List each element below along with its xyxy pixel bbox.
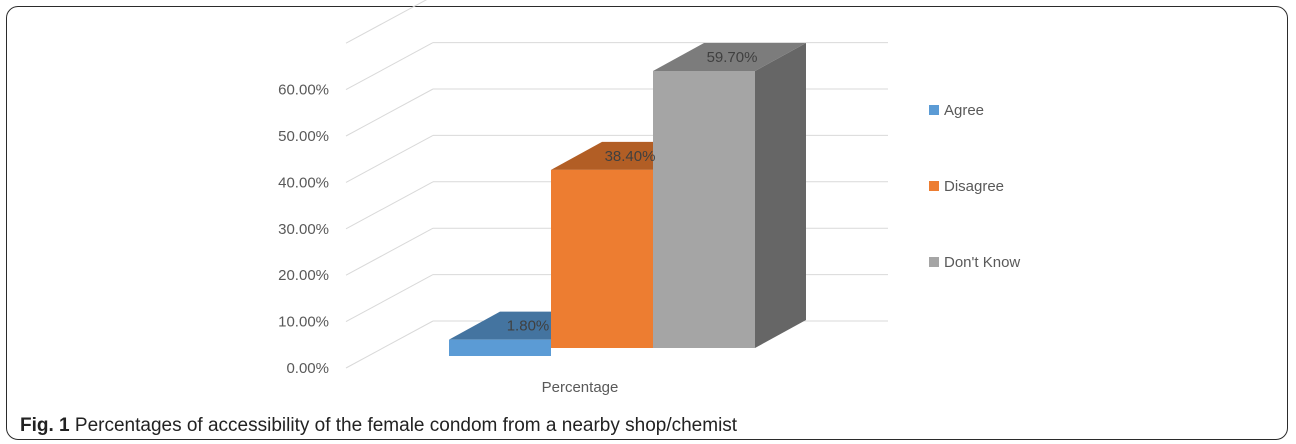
bar-side-face (755, 42, 806, 348)
legend-swatch (929, 181, 939, 191)
legend-label: Agree (944, 102, 984, 119)
legend-item: Don't Know (929, 254, 1020, 271)
bar-front-face (449, 339, 551, 356)
legend: Agree Disagree Don't Know (929, 102, 1020, 271)
data-label: 59.70% (707, 49, 758, 66)
figure-caption: Fig. 1 Percentages of accessibility of t… (20, 415, 737, 437)
gridline-depth (345, 227, 434, 276)
gridline-depth (345, 42, 434, 91)
gridline-depth (345, 134, 434, 183)
legend-item: Agree (929, 102, 984, 119)
legend-item: Disagree (929, 178, 1004, 195)
y-tick-label: 50.00% (278, 128, 329, 145)
bars (449, 42, 806, 356)
y-tick-label: 60.00% (278, 82, 329, 99)
bar-don-t-know (653, 42, 806, 348)
gridline-depth (345, 274, 434, 323)
bar-top-face (653, 42, 806, 71)
y-tick-label: 30.00% (278, 221, 329, 238)
legend-swatch (929, 257, 939, 267)
gridline-depth (345, 181, 434, 230)
gridline-depth (345, 88, 434, 137)
data-labels: 1.80% 38.40% 59.70% (507, 49, 758, 335)
data-label: 1.80% (507, 318, 550, 335)
y-tick-label: 10.00% (278, 314, 329, 331)
bar-front-face (551, 169, 653, 348)
y-axis-ticks: 0.00% 10.00% 20.00% 30.00% 40.00% 50.00% 60.00… (278, 82, 329, 377)
gridline-depth (345, 0, 428, 44)
category-label-percentage: Percentage (542, 379, 619, 396)
y-tick-label: 40.00% (278, 174, 329, 191)
y-tick-label: 20.00% (278, 267, 329, 284)
figure-caption-label: Fig. 1 (20, 415, 70, 436)
gridline-depth (345, 320, 434, 369)
legend-swatch (929, 105, 939, 115)
bar-front-face (653, 70, 755, 348)
legend-label: Disagree (944, 178, 1004, 195)
legend-label: Don't Know (944, 254, 1020, 271)
chart: 0.00% 10.00% 20.00% 30.00% 40.00% 50.00% 60.00… (278, 0, 1020, 396)
y-tick-label: 0.00% (286, 360, 329, 377)
figure-caption-text: Percentages of accessibility of the fema… (74, 415, 738, 436)
data-label: 38.40% (605, 148, 656, 165)
